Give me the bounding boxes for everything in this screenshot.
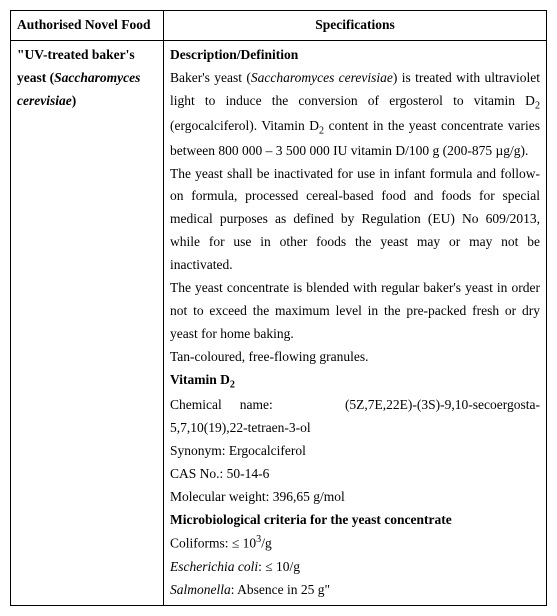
coliforms-a: Coliforms: ≤ 10: [170, 536, 256, 551]
micro-heading: Microbiological criteria for the yeast c…: [170, 509, 540, 532]
specifications-cell: Description/Definition Baker's yeast (Sa…: [164, 40, 547, 605]
description-heading: Description/Definition: [170, 44, 540, 67]
vitamin-heading: Vitamin D2: [170, 369, 540, 394]
quote-open: ": [17, 47, 25, 62]
novel-food-table: Authorised Novel Food Specifications "UV…: [10, 10, 547, 606]
body-row: "UV-treated baker's yeast (Saccharomyces…: [11, 40, 547, 605]
ecoli-a: Escherichia coli: [170, 559, 258, 574]
p1a: Baker's yeast (: [170, 70, 251, 85]
cas-line: CAS No.: 50-14-6: [170, 463, 540, 486]
para3: The yeast concentrate is blended with re…: [170, 277, 540, 346]
salm-a: Salmonella: [170, 582, 231, 597]
chem-label: Chemical name:: [170, 397, 273, 412]
header-row: Authorised Novel Food Specifications: [11, 11, 547, 41]
header-col1: Authorised Novel Food: [11, 11, 164, 41]
mw-line: Molecular weight: 396,65 g/mol: [170, 486, 540, 509]
vit-heading-sub: 2: [230, 380, 235, 391]
vit-heading-a: Vitamin D: [170, 372, 230, 387]
coliforms-b: /g: [261, 536, 272, 551]
header-col2: Specifications: [164, 11, 547, 41]
food-name-cell: "UV-treated baker's yeast (Saccharomyces…: [11, 40, 164, 605]
ecoli-line: Escherichia coli: ≤ 10/g: [170, 556, 540, 579]
para4: Tan-coloured, free-flowing granules.: [170, 346, 540, 369]
para2: The yeast shall be inactivated for use i…: [170, 163, 540, 278]
food-title-part2: ): [72, 93, 77, 108]
coliforms-line: Coliforms: ≤ 103/g: [170, 531, 540, 555]
ecoli-b: : ≤ 10/g: [258, 559, 300, 574]
salmonella-line: Salmonella: Absence in 25 g": [170, 579, 540, 602]
p1b: Saccharomyces cerevisiae: [251, 70, 393, 85]
p1d: (ergocalciferol). Vitamin D: [170, 118, 319, 133]
para1: Baker's yeast (Saccharomyces cerevisiae)…: [170, 67, 540, 163]
synonym-line: Synonym: Ergocalciferol: [170, 440, 540, 463]
chemical-name-line: Chemical name: (5Z,7E,22E)-(3S)-9,10-sec…: [170, 394, 540, 440]
salm-b: : Absence in 25 g": [231, 582, 330, 597]
p1-sub1: 2: [535, 101, 540, 112]
